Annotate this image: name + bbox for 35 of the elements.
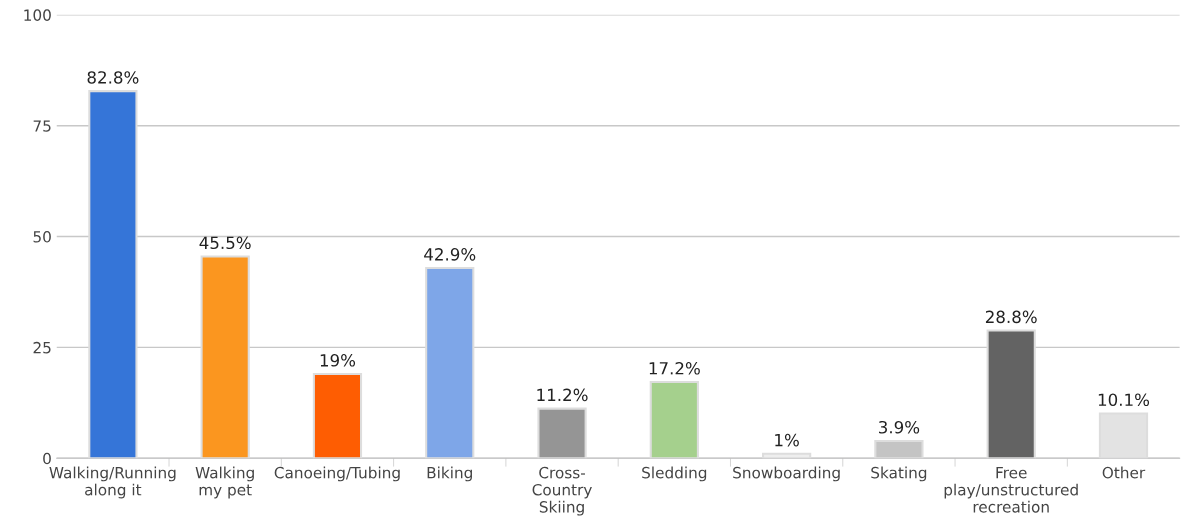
y-tick-label: 50 xyxy=(33,231,51,243)
y-tick-label: 0 xyxy=(43,452,51,465)
data-label: 45.5% xyxy=(199,236,251,250)
y-tick-label: 100 xyxy=(24,9,51,21)
x-tick-label: Walking my pet xyxy=(195,466,254,499)
bar xyxy=(537,407,587,459)
data-label: 3.9% xyxy=(879,420,920,434)
data-label: 19% xyxy=(320,354,356,367)
bar xyxy=(874,439,924,459)
bar xyxy=(200,255,250,459)
bar xyxy=(1098,412,1149,459)
data-label: 11.2% xyxy=(537,388,588,402)
x-tick-label: Other xyxy=(1102,466,1146,479)
bar xyxy=(986,329,1036,459)
x-tick-label: Walking/Running along it xyxy=(49,466,176,499)
x-tick-label: Sledding xyxy=(642,466,707,482)
y-tick-label: 75 xyxy=(33,120,51,132)
data-label: 17.2% xyxy=(649,361,700,375)
data-label: 1% xyxy=(775,433,799,447)
x-tick-label: Canoeing/Tubing xyxy=(274,466,400,482)
bar xyxy=(88,90,138,459)
data-label: 42.9% xyxy=(424,248,476,261)
data-label: 10.1% xyxy=(1098,393,1150,407)
bar xyxy=(649,380,699,459)
bar xyxy=(425,267,475,459)
bar xyxy=(762,452,812,459)
x-tick-label: Snowboarding xyxy=(733,466,840,482)
x-tick-label: Free play/unstructured recreation xyxy=(944,467,1078,513)
x-tick-label: Skating xyxy=(871,466,927,482)
y-tick-label: 25 xyxy=(33,341,51,354)
data-label: 28.8% xyxy=(985,310,1037,324)
x-tick-label: Cross- Country Skiing xyxy=(532,466,592,516)
bar xyxy=(312,372,363,459)
x-tick-label: Biking xyxy=(427,466,472,482)
data-label: 82.8% xyxy=(87,71,139,84)
